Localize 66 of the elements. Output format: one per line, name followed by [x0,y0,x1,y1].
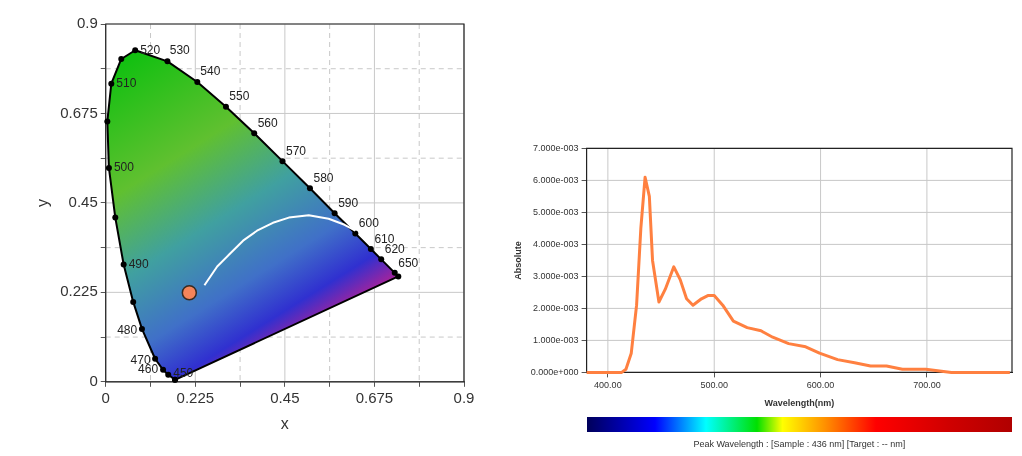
y-tick-label: 0.225 [60,282,98,300]
point [391,269,398,276]
text: Peak Wavelength : [Sample : 436 nm] [Target : -- nm] [692,439,907,449]
point [378,256,385,263]
point [352,230,359,237]
annotation: 580 [313,170,334,185]
point [181,285,198,301]
point [108,80,115,87]
y-tick-label: 1.000e-003 [533,334,579,345]
y-tick-label: 5.000e-003 [533,206,579,217]
point [331,210,338,217]
annotation: 500 [113,160,135,175]
annotation: 620 [384,242,406,257]
point [112,214,119,221]
y-axis-title: Absolute [512,241,523,280]
annotation: 650 [398,255,419,270]
point [152,355,159,362]
x-tick-label: 0.45 [270,388,300,406]
point [104,118,111,125]
x-tick-label: 700.00 [913,380,941,391]
y-tick-label: 4.000e-003 [533,238,579,249]
y-tick-label: 0.000e+000 [530,366,579,377]
x-tick-label: 0.9 [453,388,475,406]
annotation: 600 [358,216,380,231]
y-tick-label: 2.000e-003 [533,302,579,313]
point [194,79,201,86]
annotation: 490 [128,256,149,271]
y-tick-label: 3.000e-003 [533,270,579,281]
x-axis-title: Wavelength(nm) [764,398,835,409]
annotation: 560 [257,116,279,131]
y-tick-label: 0.675 [60,103,98,121]
annotation: 520 [140,42,161,57]
y-tick-label: 0.9 [76,14,98,32]
point [160,366,167,373]
x-tick-label: 0 [101,388,110,406]
annotation: 510 [116,75,137,90]
point [120,261,127,268]
x-tick-label: 600.00 [806,380,835,391]
y-tick-label: 6.000e-003 [533,174,579,185]
x-tick-label: 0.225 [176,388,215,406]
point [165,371,172,378]
annotation: 590 [338,196,359,211]
x-axis-title: x [280,414,289,432]
annotation: 480 [117,322,138,337]
y-tick-label: 7.000e-003 [533,142,579,153]
point [105,164,112,171]
y-axis-title: y [34,198,52,207]
x-tick-label: 0.675 [355,388,394,406]
point [251,130,258,137]
point [279,158,286,165]
point [367,246,374,253]
point [164,58,171,65]
annotation: 550 [229,89,250,104]
point [132,47,139,54]
annotation: 530 [169,43,191,58]
x-tick-label: 500.00 [700,380,728,391]
point [395,273,402,280]
y-tick-label: 0.45 [68,193,98,211]
point [130,298,137,305]
x-tick-label: 400.00 [594,380,622,391]
annotation: 570 [285,143,307,158]
point [118,55,125,62]
point [222,103,229,110]
annotation: 540 [200,64,221,79]
point [138,325,145,332]
point [306,185,313,192]
